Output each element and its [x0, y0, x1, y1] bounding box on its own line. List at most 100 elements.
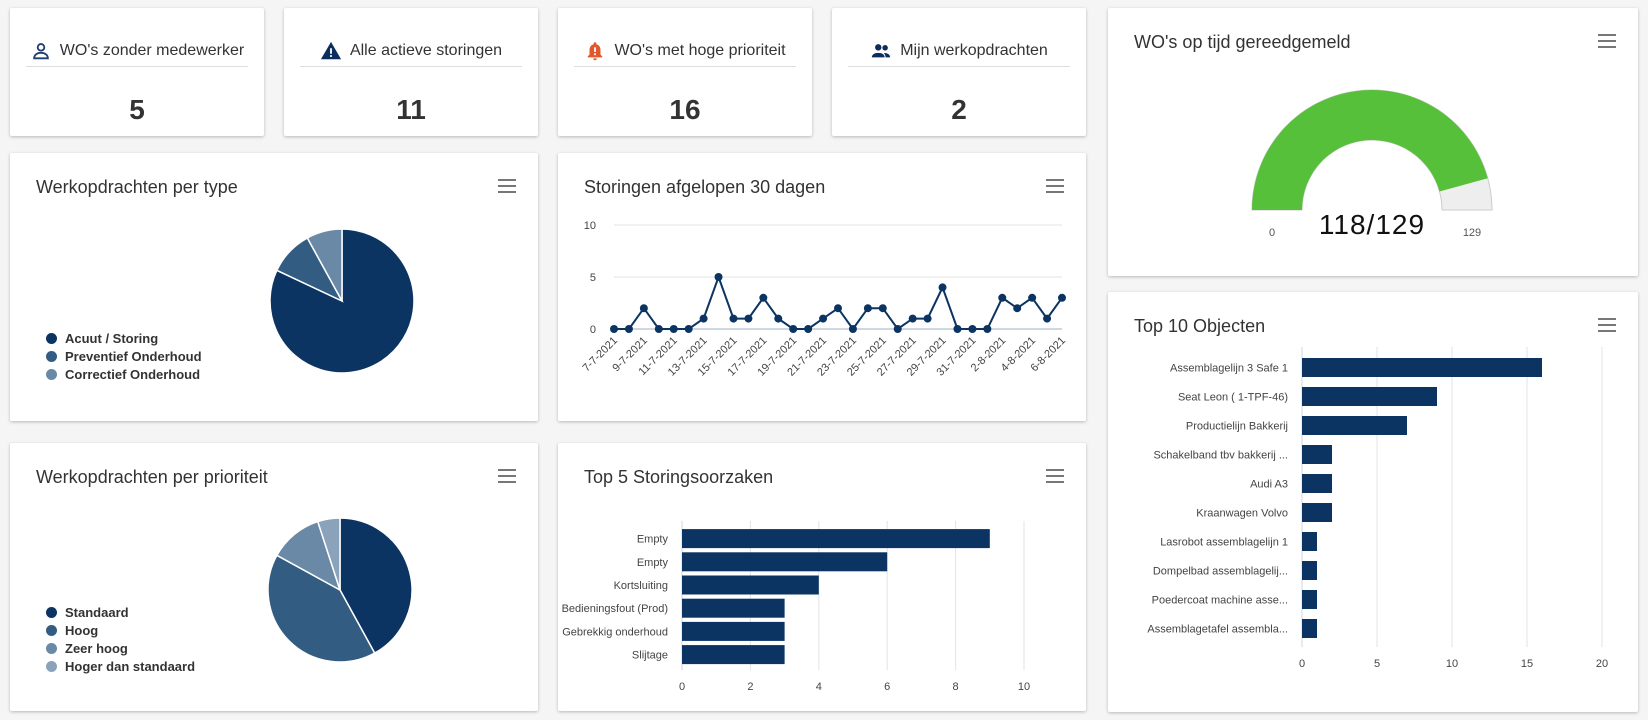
menu-icon[interactable]: [1046, 179, 1064, 193]
pie-type-title: Werkopdrachten per type: [36, 177, 238, 197]
top10-card: Top 10 Objecten 0 5 10 15 20 Assemblagelijn 3…: [1108, 292, 1638, 712]
category-label: Slijtage: [632, 650, 668, 662]
data-point[interactable]: [878, 304, 887, 313]
data-point[interactable]: [819, 314, 828, 323]
bar[interactable]: [1302, 561, 1317, 580]
legend-dot: [46, 350, 57, 362]
data-point[interactable]: [1043, 314, 1052, 323]
data-point[interactable]: [699, 314, 708, 323]
bar[interactable]: [682, 552, 888, 572]
legend-dot: [46, 660, 57, 672]
data-point[interactable]: [908, 314, 917, 323]
data-point[interactable]: [893, 325, 902, 333]
data-point[interactable]: [774, 314, 783, 323]
kpi-label: Alle actieve storingen: [349, 42, 503, 59]
data-point[interactable]: [610, 325, 618, 333]
pie-slice[interactable]: [316, 517, 341, 591]
data-point[interactable]: [624, 325, 633, 333]
legend-item[interactable]: Hoger dan standaard: [46, 657, 195, 675]
category-label: Lasrobot assemblagelijn 1: [1160, 537, 1288, 549]
legend-item[interactable]: Hoog: [46, 621, 195, 639]
menu-icon[interactable]: [498, 179, 516, 193]
kpi-value: 11: [396, 94, 426, 125]
category-label: Empty: [637, 534, 669, 546]
y-tick-label: 0: [590, 324, 596, 336]
legend-dot: [46, 642, 57, 654]
line-title: Storingen afgelopen 30 dagen: [584, 177, 826, 197]
data-point[interactable]: [654, 325, 663, 333]
bar[interactable]: [1302, 503, 1332, 522]
data-point[interactable]: [938, 283, 947, 292]
bar[interactable]: [1302, 532, 1317, 551]
legend-item[interactable]: Standaard: [46, 603, 195, 621]
gauge-min-label: 0: [1269, 227, 1275, 239]
menu-icon[interactable]: [1598, 34, 1616, 48]
data-point[interactable]: [1013, 304, 1022, 313]
kpi-value: 5: [129, 94, 145, 125]
data-point[interactable]: [804, 325, 813, 333]
legend-dot: [46, 624, 57, 636]
data-point[interactable]: [729, 314, 738, 323]
data-point[interactable]: [714, 273, 723, 281]
kpi-card-active-failures[interactable]: Alle actieve storingen 11: [284, 8, 538, 136]
x-tick-label: 10: [1446, 658, 1458, 670]
pie-slice[interactable]: [339, 517, 413, 655]
bar[interactable]: [682, 645, 785, 665]
data-point[interactable]: [744, 314, 753, 323]
data-point[interactable]: [968, 325, 977, 333]
menu-icon[interactable]: [1598, 318, 1616, 332]
gauge-max-label: 129: [1463, 227, 1481, 239]
bar[interactable]: [1302, 387, 1437, 406]
legend-label: Standaard: [65, 604, 129, 620]
kpi-value: 2: [951, 94, 967, 125]
legend-dot: [46, 368, 57, 380]
data-point[interactable]: [759, 293, 768, 302]
top10-title: Top 10 Objecten: [1134, 316, 1266, 336]
menu-icon[interactable]: [1046, 469, 1064, 483]
kpi-card-unassigned[interactable]: WO's zonder medewerker 5: [10, 8, 264, 136]
data-point[interactable]: [863, 304, 872, 313]
kpi-header: Alle actieve storingen: [300, 36, 522, 67]
bar[interactable]: [682, 621, 785, 641]
x-tick-label: 0: [1299, 658, 1305, 670]
pie-slice[interactable]: [267, 554, 376, 663]
data-point[interactable]: [953, 325, 962, 333]
legend-item[interactable]: Correctief Onderhoud: [46, 365, 202, 383]
pie-slice[interactable]: [306, 228, 343, 302]
data-point[interactable]: [998, 293, 1007, 302]
people-icon: [872, 44, 891, 58]
legend-dot: [46, 606, 57, 618]
data-point[interactable]: [983, 325, 992, 333]
series-line: [614, 274, 1063, 331]
data-point[interactable]: [834, 304, 842, 313]
bar[interactable]: [1302, 474, 1332, 493]
kpi-card-my-work-orders[interactable]: Mijn werkopdrachten 2: [832, 8, 1086, 136]
legend-item[interactable]: Preventief Onderhoud: [46, 347, 202, 365]
data-point[interactable]: [1058, 293, 1066, 302]
category-label: Poedercoat machine asse...: [1152, 595, 1288, 607]
bar[interactable]: [1302, 590, 1317, 609]
top5-chart: 0 2 4 6 8 10 Empty Empty Kortsluiting Bedieningsf…: [562, 521, 1030, 693]
data-point[interactable]: [923, 314, 932, 323]
data-point[interactable]: [639, 304, 648, 313]
data-point[interactable]: [669, 325, 678, 333]
legend-item[interactable]: Acuut / Storing: [46, 329, 202, 347]
data-point[interactable]: [789, 325, 798, 333]
bar[interactable]: [682, 575, 819, 595]
bar[interactable]: [1302, 358, 1542, 377]
top5-card: Top 5 Storingsoorzaken 0 2 4 6 8 10 Empty Empty…: [558, 443, 1086, 711]
data-point[interactable]: [684, 325, 693, 333]
data-point[interactable]: [848, 325, 857, 333]
legend-item[interactable]: Zeer hoog: [46, 639, 195, 657]
bar[interactable]: [1302, 416, 1407, 435]
pie-prio-legend: Standaard Hoog Zeer hoog Hoger dan stand…: [46, 603, 195, 675]
bar[interactable]: [1302, 445, 1332, 464]
bar[interactable]: [1302, 619, 1317, 638]
bar[interactable]: [682, 598, 785, 618]
x-tick-label: 20: [1596, 658, 1608, 670]
kpi-card-high-priority[interactable]: WO's met hoge prioriteit 16: [558, 8, 812, 136]
bar[interactable]: [682, 529, 990, 549]
menu-icon[interactable]: [498, 469, 516, 483]
legend-label: Correctief Onderhoud: [65, 366, 201, 382]
data-point[interactable]: [1028, 293, 1037, 302]
